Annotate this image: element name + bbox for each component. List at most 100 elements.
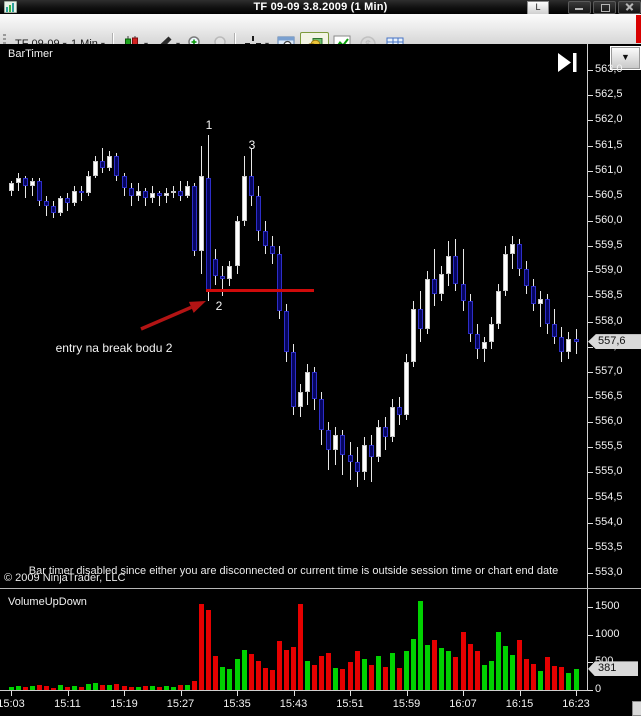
price-tick-label: 556,5 bbox=[595, 389, 623, 402]
time-tick bbox=[293, 690, 295, 696]
volume-bar bbox=[241, 650, 247, 690]
candle-down bbox=[453, 256, 459, 284]
price-tick-label: 557,0 bbox=[595, 364, 623, 377]
price-tick bbox=[587, 396, 593, 398]
volume-bar bbox=[149, 686, 155, 690]
minimize-button[interactable] bbox=[568, 1, 591, 14]
candle-up bbox=[72, 190, 78, 204]
volume-bar bbox=[467, 643, 473, 690]
volume-bar bbox=[389, 653, 395, 690]
candle-down bbox=[121, 175, 127, 189]
time-tick bbox=[350, 690, 351, 696]
price-tick bbox=[587, 371, 593, 373]
volume-bar bbox=[262, 667, 268, 690]
candle-down bbox=[255, 195, 261, 231]
price-tick bbox=[587, 220, 593, 222]
go-to-end-icon[interactable] bbox=[556, 53, 580, 72]
candle-down bbox=[269, 246, 275, 254]
candle-wick bbox=[81, 185, 83, 201]
volume-bar bbox=[347, 662, 353, 690]
time-tick-label: 16:15 bbox=[505, 698, 534, 710]
volume-bar bbox=[488, 661, 494, 690]
price-tick bbox=[587, 522, 593, 524]
volume-bar bbox=[79, 686, 85, 690]
candle-wick bbox=[222, 266, 224, 297]
toolbar-separator bbox=[112, 33, 113, 53]
volume-bar bbox=[86, 684, 92, 690]
price-tick bbox=[587, 195, 593, 197]
price-tick-label: 562,0 bbox=[595, 113, 623, 126]
candle-up bbox=[149, 193, 155, 199]
candle-up bbox=[57, 198, 63, 214]
candle-down bbox=[474, 334, 480, 350]
price-tick bbox=[587, 246, 593, 248]
volume-pane-indicator-label: VolumeUpDown bbox=[8, 596, 87, 608]
candle-wick bbox=[434, 248, 436, 307]
toolbar-grip[interactable] bbox=[3, 34, 6, 52]
price-tick-label: 563,0 bbox=[595, 63, 623, 76]
volume-bar bbox=[446, 651, 452, 690]
last-volume-marker[interactable]: 381 bbox=[588, 661, 638, 677]
time-tick-label: 15:51 bbox=[336, 698, 364, 710]
time-tick bbox=[519, 690, 521, 696]
chart-area[interactable] bbox=[0, 44, 641, 714]
candle-down bbox=[178, 190, 183, 196]
volume-bar bbox=[199, 604, 205, 690]
volume-bar bbox=[361, 659, 367, 690]
candle-down bbox=[142, 190, 148, 199]
candle-wick bbox=[158, 190, 160, 206]
volume-bar bbox=[517, 639, 522, 690]
axis-dropdown-button[interactable]: ▼ bbox=[611, 47, 640, 69]
price-tick bbox=[587, 422, 593, 424]
time-tick-label: 15:59 bbox=[392, 698, 421, 710]
candle-down bbox=[312, 371, 318, 400]
candle-up bbox=[29, 180, 35, 186]
volume-bar bbox=[552, 665, 558, 690]
candle-up bbox=[199, 175, 205, 252]
volume-bar bbox=[425, 644, 431, 690]
price-tick bbox=[587, 296, 593, 298]
price-tick bbox=[587, 95, 593, 97]
minimize-icon bbox=[575, 8, 583, 10]
pane-divider[interactable] bbox=[0, 588, 641, 589]
maximize-button[interactable] bbox=[593, 1, 616, 14]
time-tick bbox=[406, 690, 408, 696]
volume-bar bbox=[538, 671, 544, 690]
price-tick-label: 562,5 bbox=[595, 88, 623, 101]
volume-bar bbox=[382, 667, 388, 690]
price-tick-label: 561,0 bbox=[595, 163, 623, 176]
copyright-label: © 2009 NinjaTrader, LLC bbox=[4, 572, 126, 584]
toolbar-separator bbox=[234, 33, 235, 53]
candle-down bbox=[248, 175, 254, 196]
time-tick-label: 16:23 bbox=[562, 698, 590, 710]
volume-bar bbox=[326, 653, 332, 690]
candle-down bbox=[192, 185, 198, 252]
price-tick bbox=[587, 170, 593, 172]
candle-up bbox=[389, 407, 395, 438]
candle-up bbox=[163, 193, 169, 196]
candle-wick bbox=[575, 329, 577, 355]
volume-bar bbox=[65, 686, 70, 690]
candle-up bbox=[8, 183, 14, 191]
price-tick-label: 554,5 bbox=[595, 490, 623, 503]
title-bar: TF 09-09 3.8.2009 (1 Min) L bbox=[0, 0, 641, 15]
volume-bar bbox=[29, 686, 35, 690]
time-axis-line bbox=[0, 690, 588, 691]
price-tick-label: 561,5 bbox=[595, 138, 623, 151]
time-tick-label: 15:27 bbox=[166, 698, 195, 710]
candle-down bbox=[36, 180, 42, 201]
volume-bar bbox=[432, 640, 438, 690]
time-tick bbox=[237, 690, 238, 696]
volume-tick-label: 1000 bbox=[595, 627, 620, 640]
candle-wick bbox=[483, 336, 485, 362]
price-tick bbox=[587, 572, 593, 574]
candle-up bbox=[488, 324, 494, 342]
candle-down bbox=[573, 339, 579, 342]
candle-down bbox=[354, 462, 360, 473]
price-tick bbox=[587, 547, 593, 549]
candle-down bbox=[559, 336, 565, 352]
candle-up bbox=[86, 175, 92, 194]
candle-wick bbox=[24, 175, 26, 199]
last-price-marker[interactable]: 557,6 bbox=[588, 334, 641, 350]
